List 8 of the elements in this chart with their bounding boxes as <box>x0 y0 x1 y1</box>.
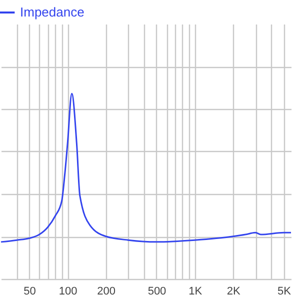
legend-label: Impedance <box>20 4 84 20</box>
x-tick-label: 500 <box>148 286 166 298</box>
x-tick-label: 5K <box>278 286 292 298</box>
x-tick-label: 1K <box>188 286 203 298</box>
x-tick-label: 200 <box>97 286 116 298</box>
x-tick-label: 2K <box>226 286 241 298</box>
x-tick-label: 50 <box>24 286 36 298</box>
x-tick-label: 100 <box>58 286 78 298</box>
